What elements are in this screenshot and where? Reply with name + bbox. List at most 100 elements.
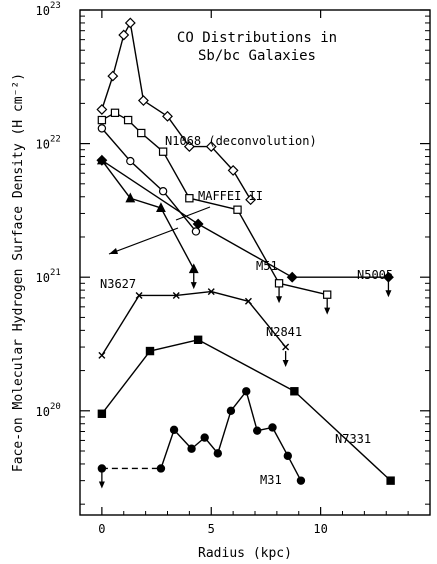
series-4-point bbox=[96, 154, 108, 166]
series-5-point bbox=[282, 343, 290, 351]
series-label: M51 bbox=[256, 259, 278, 273]
series-3-segment bbox=[101, 159, 131, 199]
y-tick-label: 10 bbox=[36, 405, 50, 419]
series-4-point bbox=[382, 271, 394, 283]
series-label: N2841 bbox=[266, 325, 302, 339]
chart-title-line: Sb/bc Galaxies bbox=[198, 48, 316, 64]
upper-limit-arrow-head bbox=[190, 282, 197, 290]
series-label: M31 bbox=[260, 473, 282, 487]
series-0-point bbox=[162, 110, 173, 122]
series-0-point bbox=[118, 29, 130, 41]
series-0-segment bbox=[232, 170, 252, 201]
series-3-segment bbox=[130, 197, 162, 209]
series-7-point bbox=[252, 426, 262, 435]
series-1-point bbox=[158, 147, 168, 156]
series-label: N5005 bbox=[357, 268, 393, 282]
series-7-point bbox=[283, 451, 293, 461]
series-2-point bbox=[126, 156, 135, 166]
series-4-segment bbox=[197, 223, 293, 278]
series-4-point bbox=[192, 218, 204, 230]
x-axis-title: Radius (kpc) bbox=[198, 546, 292, 561]
series-0-point bbox=[227, 164, 239, 176]
y-tick-exponent: 20 bbox=[50, 402, 61, 412]
series-4-segment bbox=[101, 159, 199, 225]
series-0-segment bbox=[210, 146, 234, 171]
series-label: MAFFEI II bbox=[198, 189, 263, 203]
series-3-point bbox=[156, 202, 166, 213]
series-6-segment bbox=[293, 390, 392, 482]
series-0-point bbox=[107, 70, 119, 82]
y-axis-title: Face-on Molecular Hydrogen Surface Densi… bbox=[11, 73, 26, 472]
series-3-point bbox=[125, 192, 136, 203]
series-6-point bbox=[386, 476, 395, 485]
series-5-segment bbox=[211, 290, 249, 302]
series-0-point bbox=[124, 17, 136, 29]
series-0-point bbox=[137, 95, 149, 106]
series-5-segment bbox=[247, 300, 287, 348]
series-7-point bbox=[187, 444, 196, 453]
series-2-point bbox=[191, 227, 201, 236]
series-6-point bbox=[145, 346, 155, 356]
series-1-point bbox=[137, 128, 146, 138]
series-6-segment bbox=[149, 339, 199, 352]
upper-limit-arrow-head bbox=[276, 296, 283, 304]
y-tick-exponent: 23 bbox=[50, 1, 61, 11]
series-5-point bbox=[98, 351, 106, 359]
series-label: N7331 bbox=[335, 432, 371, 446]
series-0-point bbox=[183, 141, 195, 153]
series-7-point bbox=[156, 464, 166, 473]
y-tick-exponent: 22 bbox=[50, 135, 61, 145]
pointer-line bbox=[175, 206, 211, 221]
series-7-point bbox=[213, 449, 223, 458]
series-1-point bbox=[110, 108, 120, 118]
series-label: N3627 bbox=[100, 277, 136, 291]
series-1-point bbox=[274, 279, 284, 288]
series-1-point bbox=[123, 115, 133, 125]
series-5-point bbox=[172, 291, 180, 299]
series-7-point bbox=[226, 406, 236, 415]
series-1-segment bbox=[278, 282, 328, 296]
y-tick-label: 10 bbox=[36, 4, 50, 18]
upper-limit-arrow-head bbox=[385, 290, 392, 298]
series-2-point bbox=[158, 187, 168, 196]
series-7-segment bbox=[287, 455, 302, 481]
series-2-segment bbox=[129, 160, 164, 192]
pointer-arrowhead bbox=[109, 248, 118, 254]
series-7-segment bbox=[217, 410, 232, 454]
series-1-segment bbox=[189, 197, 238, 211]
chart-title-line: CO Distributions in bbox=[177, 30, 337, 46]
series-0-segment bbox=[101, 75, 114, 110]
y-tick-exponent: 21 bbox=[50, 268, 61, 278]
series-7-segment bbox=[245, 391, 258, 431]
series-1-point bbox=[322, 290, 332, 299]
series-1-point bbox=[185, 194, 194, 203]
series-0-point bbox=[96, 104, 108, 115]
series-1-segment bbox=[236, 209, 280, 284]
series-7-point bbox=[200, 433, 209, 442]
series-1-segment bbox=[162, 151, 190, 199]
series-1-point bbox=[97, 115, 107, 125]
series-0-segment bbox=[143, 99, 168, 117]
series-6-segment bbox=[197, 339, 295, 392]
series-6-point bbox=[193, 335, 203, 344]
series-0-segment bbox=[129, 22, 145, 101]
series-6-point bbox=[290, 387, 299, 396]
series-7-point bbox=[296, 476, 306, 485]
series-7-point bbox=[268, 423, 277, 432]
x-tick-label: 0 bbox=[98, 522, 105, 536]
series-4-point bbox=[286, 271, 298, 283]
series-6-segment bbox=[101, 350, 151, 415]
series-5-segment bbox=[176, 290, 212, 297]
y-tick-label: 10 bbox=[36, 271, 50, 285]
series-7-segment bbox=[173, 429, 193, 450]
x-tick-label: 10 bbox=[313, 522, 327, 536]
series-7-segment bbox=[271, 427, 289, 457]
series-label: N1068 (deconvolution) bbox=[165, 134, 317, 148]
series-0-point bbox=[245, 194, 257, 206]
x-tick-label: 5 bbox=[208, 522, 215, 536]
y-tick-label: 10 bbox=[36, 138, 50, 152]
series-0-segment bbox=[166, 115, 190, 147]
upper-limit-arrow-head bbox=[98, 481, 105, 489]
